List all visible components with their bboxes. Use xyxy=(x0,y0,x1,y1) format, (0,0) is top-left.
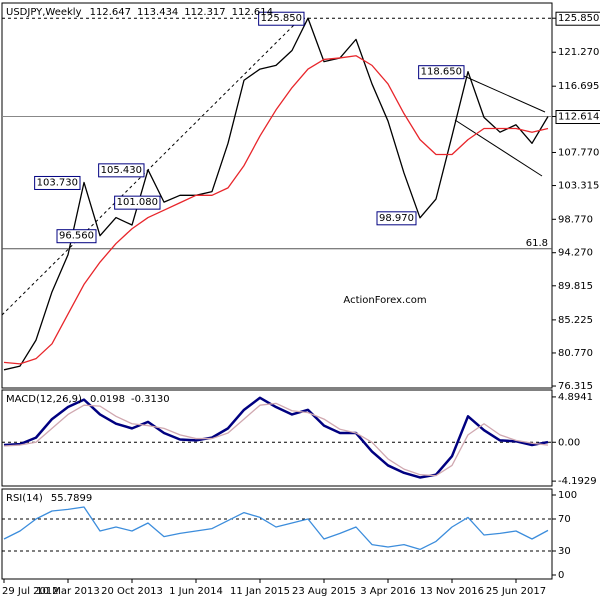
readout: 112.317 xyxy=(184,7,225,18)
channel-line xyxy=(454,119,543,177)
panel-frame xyxy=(1,389,553,487)
y-tick-label: 80.770 xyxy=(558,348,593,359)
value-label: 105.430 xyxy=(101,165,142,176)
x-tick-label: 20 Oct 2013 xyxy=(101,586,163,597)
value-label-box xyxy=(258,11,305,26)
value-label: 98.970 xyxy=(379,213,414,224)
y-tick-label: 0 xyxy=(558,570,564,581)
y-tick-label: 76.315 xyxy=(558,381,593,392)
series-line xyxy=(3,55,549,365)
y-tick-label: 116.695 xyxy=(558,81,599,92)
readout: -0.3130 xyxy=(131,394,170,405)
y-tick-label: 85.225 xyxy=(558,315,593,326)
y-tick-label: -4.1929 xyxy=(558,476,597,487)
y-tick-label: 100 xyxy=(558,490,577,501)
y-tick-label: 125.850 xyxy=(558,13,599,24)
panel-title: USDJPY,Weekly xyxy=(6,7,82,18)
x-tick-label: 25 Jun 2017 xyxy=(486,586,546,597)
readout: 113.434 xyxy=(137,7,178,18)
series-line xyxy=(3,402,549,477)
panel-title: MACD(12,26,9) xyxy=(6,394,82,405)
readout: 112.647 xyxy=(90,7,131,18)
y-tick-label: 103.315 xyxy=(558,181,599,192)
value-label-box xyxy=(114,195,161,210)
readout: 55.7899 xyxy=(51,493,92,504)
value-label-box xyxy=(376,211,417,226)
watermark: ActionForex.com xyxy=(343,295,426,306)
x-tick-label: 1 Jun 2014 xyxy=(169,586,223,597)
x-tick-label: 3 Apr 2016 xyxy=(360,586,415,597)
value-label-box xyxy=(98,163,145,178)
panel-title: RSI(14) xyxy=(6,493,43,504)
value-label: 125.850 xyxy=(261,13,302,24)
y-tick-label: 94.270 xyxy=(558,248,593,259)
value-label-box xyxy=(56,229,97,244)
y-tick-label: 4.8941 xyxy=(558,392,593,403)
readout: 0.0198 xyxy=(90,394,125,405)
y-tick-label: 89.815 xyxy=(558,281,593,292)
value-label: 118.650 xyxy=(421,67,462,78)
trend-line xyxy=(1,18,301,316)
value-label: 96.560 xyxy=(59,231,94,242)
series-line xyxy=(3,396,549,479)
panel-frame xyxy=(1,2,553,389)
y-tick-label: 70 xyxy=(558,514,571,525)
x-tick-label: 10 Mar 2013 xyxy=(36,586,99,597)
y-tick-label: 121.270 xyxy=(558,47,599,58)
value-label: 103.730 xyxy=(37,177,78,188)
series-line xyxy=(3,17,549,371)
fib-label: 61.8 xyxy=(526,238,548,249)
x-tick-label: 29 Jul 2012 xyxy=(2,586,59,597)
x-tick-label: 11 Jan 2015 xyxy=(230,586,290,597)
y-tick-label: 112.614 xyxy=(558,112,599,123)
value-label: 101.080 xyxy=(117,197,158,208)
value-label-box xyxy=(418,65,465,80)
value-label-box xyxy=(34,175,81,190)
price-box xyxy=(555,110,600,125)
series-line xyxy=(3,506,549,551)
readout: 112.614 xyxy=(232,7,273,18)
y-tick-label: 107.770 xyxy=(558,147,599,158)
x-tick-label: 23 Aug 2015 xyxy=(292,586,356,597)
y-tick-label: 30 xyxy=(558,546,571,557)
x-tick-label: 13 Nov 2016 xyxy=(420,586,484,597)
y-tick-label: 0.00 xyxy=(558,437,580,448)
y-tick-label: 98.770 xyxy=(558,214,593,225)
panel-frame xyxy=(1,488,553,580)
price-box xyxy=(555,11,600,26)
